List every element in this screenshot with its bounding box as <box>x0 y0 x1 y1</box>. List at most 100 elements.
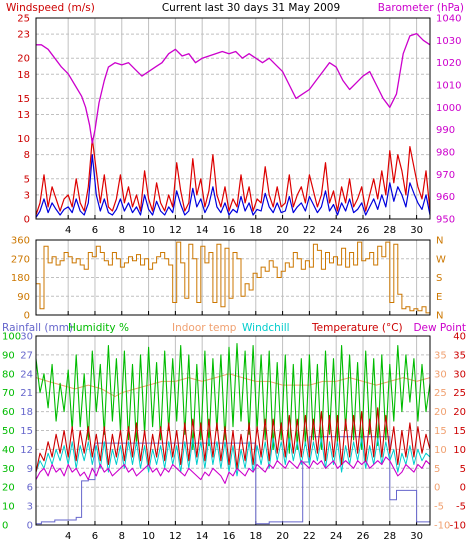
x-tick-label: 26 <box>357 225 370 236</box>
wind-tick-label: 5 <box>24 174 30 185</box>
humidity-tick-label: 10 <box>2 502 15 513</box>
x-tick-label: 12 <box>169 225 182 236</box>
wind-tick-label: 10 <box>17 134 30 145</box>
humidity-tick-label: 90 <box>2 350 15 361</box>
rainfall-line <box>36 436 430 525</box>
wind-direction-line <box>36 241 431 314</box>
humidity-tick-label: 0 <box>2 521 8 532</box>
temp-left-tick-label: 0 <box>434 483 440 494</box>
x-tick-label: 12 <box>169 531 182 542</box>
legend-temperature: Temperature (°C) <box>311 322 403 334</box>
humidity-tick-label: 20 <box>2 483 15 494</box>
x-tick-label: 4 <box>65 531 71 542</box>
top-panel-frame <box>35 17 431 220</box>
rain-tick-label: 24 <box>20 369 33 380</box>
x-tick-label: 30 <box>410 531 423 542</box>
barometer-tick-label: 970 <box>436 170 455 181</box>
wind-tick-label: 8 <box>24 150 30 161</box>
x-tick-label: 8 <box>119 225 125 236</box>
temp-right-tick-label: 25 <box>453 388 466 399</box>
temp-left-tick-label: 10 <box>434 445 447 456</box>
compass-tick-label: N <box>436 236 443 247</box>
x-tick-label: 4 <box>65 225 71 236</box>
barometer-tick-label: 1000 <box>436 103 461 114</box>
temp-left-tick-label: 5 <box>434 464 440 475</box>
humidity-line <box>35 343 431 454</box>
wind-tick-label: 20 <box>17 54 30 65</box>
mid-panel-frame <box>35 239 431 316</box>
temperature-line <box>35 407 431 473</box>
temp-right-tick-label: 20 <box>453 407 466 418</box>
wind-tick-label: 13 <box>17 110 30 121</box>
x-tick-label: 6 <box>92 225 98 236</box>
compass-tick-label: E <box>436 292 442 303</box>
x-tick-label: 14 <box>196 531 209 542</box>
temp-right-tick-label: 15 <box>453 426 466 437</box>
rain-tick-label: 9 <box>27 464 33 475</box>
temp-right-tick-label: 30 <box>453 369 466 380</box>
barometer-tick-label: 950 <box>436 215 455 226</box>
direction-tick-label: 360 <box>11 236 30 247</box>
rain-tick-label: 18 <box>20 407 33 418</box>
x-tick-label: 22 <box>303 531 316 542</box>
barometer-tick-label: 960 <box>436 192 455 203</box>
temp-left-tick-label: 30 <box>434 369 447 380</box>
x-tick-label: 24 <box>330 531 343 542</box>
direction-tick-label: 180 <box>11 273 30 284</box>
humidity-tick-label: 70 <box>2 388 15 399</box>
temp-right-tick-label: -10 <box>450 521 466 532</box>
temp-right-tick-label: 40 <box>453 332 466 343</box>
temp-right-tick-label: 5 <box>460 464 466 475</box>
windchill-line <box>35 437 431 477</box>
temp-left-tick-label: 15 <box>434 426 447 437</box>
temp-right-tick-label: 35 <box>453 350 466 361</box>
legend-dew-point: Dew Point <box>413 322 466 334</box>
barometer-tick-label: 1020 <box>436 58 461 69</box>
x-tick-label: 6 <box>92 531 98 542</box>
temp-left-tick-label: 20 <box>434 407 447 418</box>
humidity-tick-label: 30 <box>2 464 15 475</box>
compass-tick-label: S <box>436 273 442 284</box>
chart-title: Current last 30 days 31 May 2009 <box>162 2 340 14</box>
legend-indoor-temp: Indoor temp <box>172 322 237 334</box>
wind-axis-title: Windspeed (m/s) <box>6 2 95 14</box>
legend-rainfall: Rainfall (mm) <box>2 322 73 334</box>
rain-tick-label: 21 <box>20 388 33 399</box>
x-tick-label: 14 <box>196 225 209 236</box>
temp-left-tick-label: -10 <box>434 521 450 532</box>
humidity-tick-label: 50 <box>2 426 15 437</box>
barometer-tick-label: 1030 <box>436 36 461 47</box>
humidity-tick-label: 60 <box>2 407 15 418</box>
wind-barometer-panel: 0 3 5 8 10 13 15 18 20 23 25 4 6 8 10 12 14 16 18 20 22 24 26 2… <box>17 14 461 237</box>
x-tick-label: 24 <box>330 225 343 236</box>
barometer-tick-label: 990 <box>436 125 455 136</box>
rain-tick-label: 15 <box>20 426 33 437</box>
temp-right-tick-label: -5 <box>456 502 466 513</box>
x-tick-label: 20 <box>276 531 289 542</box>
x-tick-label: 22 <box>303 225 316 236</box>
legend-windchill: Windchill <box>242 322 290 334</box>
barometer-tick-label: 1040 <box>436 14 461 25</box>
dew-point-line <box>35 456 431 484</box>
direction-tick-label: 270 <box>11 254 30 265</box>
wind-tick-label: 23 <box>17 30 30 41</box>
x-tick-label: 8 <box>119 531 125 542</box>
rain-tick-label: 30 <box>20 332 33 343</box>
compass-tick-label: W <box>436 254 446 265</box>
temp-left-tick-label: -5 <box>434 502 444 513</box>
humidity-tick-label: 100 <box>2 332 21 343</box>
rain-humidity-temperature-panel: 4 6 8 10 12 14 16 18 20 22 24 26 28 30 0 3 6 9 12 15 18 21 24 2… <box>2 332 466 543</box>
humidity-tick-label: 40 <box>2 445 15 456</box>
compass-tick-label: N <box>436 311 443 322</box>
x-tick-label: 18 <box>249 531 262 542</box>
direction-tick-label: 0 <box>24 311 30 322</box>
x-tick-label: 28 <box>383 225 396 236</box>
x-tick-label: 16 <box>223 531 236 542</box>
x-tick-label: 30 <box>410 225 423 236</box>
wind-tick-label: 3 <box>24 190 30 201</box>
x-tick-label: 18 <box>249 225 262 236</box>
windspeed-average-line <box>35 154 431 218</box>
